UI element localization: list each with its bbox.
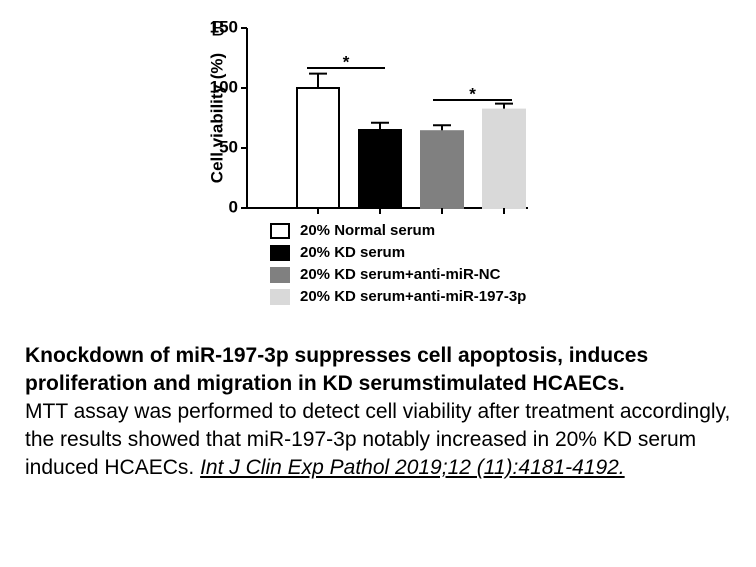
y-tick-label: 0	[229, 197, 238, 216]
legend-label: 20% Normal serum	[300, 222, 435, 239]
caption-text: MTT assay was performed to detect cell v…	[25, 400, 731, 479]
y-tick-label: 50	[219, 137, 238, 156]
chart: B Cell viability (%) 0 50 100 150 20% Normal…	[207, 17, 528, 305]
legend-label: 20% KD serum+anti-miR-NC	[300, 266, 501, 283]
citation-link[interactable]: Int J Clin Exp Pathol 2019;12 (11):4181-…	[200, 456, 625, 479]
legend-label: 20% KD serum+anti-miR-197-3p	[300, 288, 526, 305]
bar	[420, 130, 464, 209]
significance-mark: *	[469, 84, 476, 103]
bar	[482, 108, 526, 209]
legend-swatch	[270, 289, 290, 305]
significance-mark: *	[343, 52, 350, 71]
legend-swatch	[270, 223, 290, 239]
legend-label: 20% KD serum	[300, 244, 405, 261]
y-axis-label: Cell viability (%)	[207, 53, 226, 183]
legend-swatch	[270, 245, 290, 261]
panel-label: B	[211, 18, 225, 41]
y-tick-label: 150	[210, 17, 238, 36]
bar	[358, 129, 402, 209]
legend-swatch	[270, 267, 290, 283]
caption: Knockdown of miR-197-3p suppresses cell …	[25, 342, 750, 482]
y-tick-label: 100	[210, 77, 238, 96]
caption-title: Knockdown of miR-197-3p suppresses cell …	[25, 344, 649, 395]
bar	[296, 87, 340, 209]
